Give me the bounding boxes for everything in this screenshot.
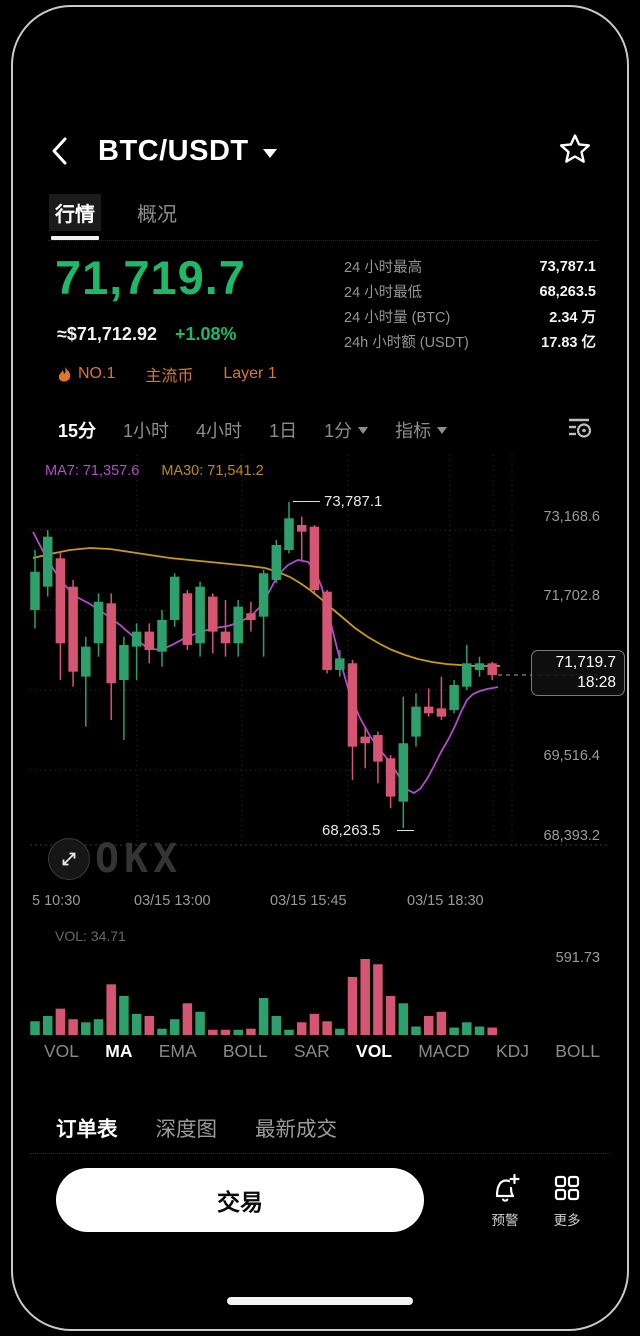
tabs-divider — [48, 240, 598, 241]
tab-orderbook[interactable]: 订单表 — [56, 1118, 118, 1141]
alert-label: 预警 — [491, 1212, 519, 1228]
low-annotation: 68,263.5 — [322, 822, 381, 839]
yaxis-label: 73,168.6 — [543, 509, 600, 525]
back-button[interactable] — [48, 133, 82, 169]
badge-mainstream[interactable]: 主流币 — [145, 362, 193, 386]
ma-legend: MA7: 71,357.6 MA30: 71,541.2 — [45, 463, 264, 479]
timeframe-4h[interactable]: 4小时 — [196, 420, 243, 441]
tab-depth[interactable]: 深度图 — [155, 1118, 218, 1141]
low-annotation-line — [397, 830, 414, 831]
indicator-dropdown[interactable]: 指标 — [395, 417, 448, 443]
chart-settings-button[interactable] — [564, 413, 594, 446]
home-indicator[interactable] — [227, 1297, 413, 1305]
indicator-boll[interactable]: BOLL — [222, 1041, 268, 1061]
volume-axis-label: 591.73 — [555, 950, 600, 966]
high-annotation: 73,787.1 — [324, 493, 383, 510]
bell-plus-icon — [495, 1173, 520, 1202]
grid-more-icon — [554, 1175, 580, 1200]
indicator-settings-icon — [569, 418, 592, 438]
kline-chart[interactable] — [30, 455, 610, 847]
more-button[interactable]: 更多 — [536, 1172, 598, 1229]
indicator-ema[interactable]: EMA — [158, 1041, 197, 1061]
pair-title[interactable]: BTC/USDT — [98, 134, 249, 167]
tab-quotes[interactable]: 行情 — [49, 194, 101, 240]
stat-label: 24 小时最低 — [344, 285, 423, 301]
timeframe-row: 15分 1小时 4小时 1日 1分 指标 — [58, 413, 594, 446]
fiat-price: ≈$71,712.92 — [57, 324, 157, 344]
indicator-sar[interactable]: SAR — [293, 1041, 330, 1061]
more-label: 更多 — [553, 1212, 581, 1228]
timeframe-1d[interactable]: 1日 — [269, 420, 298, 441]
stats-panel: 24 小时最高 73,787.1 24 小时最低 68,263.5 24 小时量… — [344, 254, 596, 354]
stat-value: 2.34 万 — [549, 310, 596, 326]
indicator-shortcut-row: VOL MA EMA BOLL SAR VOL MACD KDJ BOLL — [44, 1041, 600, 1062]
indicator-kdj[interactable]: KDJ — [495, 1041, 530, 1061]
fullscreen-chart-button[interactable] — [48, 838, 90, 880]
bottom-divider — [30, 1153, 610, 1154]
indicator-boll2[interactable]: BOLL — [555, 1041, 600, 1061]
stat-row: 24 小时最低 68,263.5 — [344, 279, 596, 304]
stat-value: 17.83 亿 — [541, 335, 596, 351]
stat-label: 24h 小时额 (USDT) — [344, 335, 469, 351]
indicator-ma[interactable]: MA — [105, 1041, 133, 1061]
header: BTC/USDT — [48, 128, 592, 174]
badge-layer1[interactable]: Layer 1 — [223, 365, 276, 383]
star-icon — [559, 133, 591, 163]
xaxis-label: 03/15 15:45 — [270, 893, 347, 909]
stat-label: 24 小时量 (BTC) — [344, 310, 451, 326]
orderbook-tabs: 订单表 深度图 最新成交 — [56, 1112, 337, 1142]
price-subrow: ≈$71,712.92 +1.08% — [57, 324, 237, 345]
stat-row: 24 小时最高 73,787.1 — [344, 254, 596, 279]
last-price-tag: 71,719.7 18:28 — [531, 650, 625, 696]
badge-label: Layer 1 — [223, 365, 277, 382]
tab-overview[interactable]: 概况 — [137, 204, 177, 226]
expand-arrows-icon — [62, 852, 76, 866]
action-bar: 交易 预警 更多 — [56, 1166, 598, 1234]
tag-price: 71,719.7 — [555, 654, 616, 671]
trade-button[interactable]: 交易 — [56, 1168, 424, 1232]
volume-chart[interactable] — [30, 923, 610, 1037]
xaxis-label: 03/15 13:00 — [134, 893, 211, 909]
favorite-star-button[interactable] — [558, 132, 592, 171]
stat-row: 24 小时量 (BTC) 2.34 万 — [344, 304, 596, 329]
volume-current-label: VOL: 34.71 — [55, 928, 126, 944]
price-change: +1.08% — [174, 324, 237, 344]
flame-icon — [58, 365, 71, 382]
yaxis-label: 69,516.4 — [543, 748, 600, 764]
back-chevron-icon — [52, 137, 67, 165]
indicator-vol2[interactable]: VOL — [356, 1041, 392, 1061]
alert-button[interactable]: 预警 — [474, 1172, 536, 1229]
chevron-down-icon — [358, 427, 369, 434]
tab-trades[interactable]: 最新成交 — [255, 1118, 337, 1141]
yaxis-label: 71,702.8 — [543, 588, 600, 604]
ma30-label: MA30: 71,541.2 — [161, 463, 264, 479]
chevron-down-icon — [437, 427, 448, 434]
timeframe-1h[interactable]: 1小时 — [123, 420, 170, 441]
page-tabs: 行情 概况 — [49, 194, 592, 240]
timeframe-15m[interactable]: 15分 — [58, 420, 97, 441]
stat-label: 24 小时最高 — [344, 260, 423, 276]
badge-label: NO.1 — [78, 365, 116, 382]
high-annotation-line — [293, 501, 320, 502]
pair-dropdown-caret-icon[interactable] — [262, 148, 277, 158]
xaxis-labels: 5 10:30 03/15 13:00 03/15 15:45 03/15 18… — [30, 893, 610, 913]
xaxis-label: 5 10:30 — [32, 893, 81, 909]
stat-row: 24h 小时额 (USDT) 17.83 亿 — [344, 329, 596, 354]
stat-value: 68,263.5 — [539, 283, 596, 300]
ma7-label: MA7: 71,357.6 — [45, 463, 140, 479]
indicator-vol[interactable]: VOL — [44, 1041, 80, 1061]
timeframe-more-dropdown[interactable]: 1分 — [324, 417, 369, 443]
tag-time: 18:28 — [577, 674, 616, 691]
last-price: 71,719.7 — [55, 251, 246, 304]
badge-label: 主流币 — [145, 368, 194, 385]
indicator-macd[interactable]: MACD — [418, 1041, 470, 1061]
badge-rank[interactable]: NO.1 — [57, 365, 115, 383]
token-badges: NO.1 主流币 Layer 1 — [57, 362, 277, 386]
stat-value: 73,787.1 — [539, 258, 596, 275]
okx-watermark: OKX — [95, 836, 183, 882]
xaxis-label: 03/15 18:30 — [407, 893, 484, 909]
yaxis-label: 68,393.2 — [543, 828, 600, 844]
